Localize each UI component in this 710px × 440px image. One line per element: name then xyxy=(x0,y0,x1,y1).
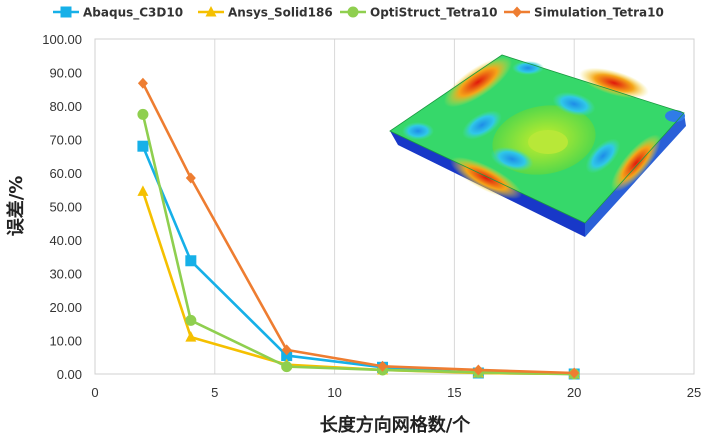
series-line xyxy=(141,191,575,376)
data-point-diamond xyxy=(377,360,388,372)
data-point-triangle xyxy=(205,6,217,17)
x-tick-label: 25 xyxy=(687,385,701,400)
legend-item: OptiStruct_Tetra10 xyxy=(340,6,498,21)
y-axis-tick-labels: 0.00 10.00 20.00 30.00 40.00 50.00 60.00 70.00 8… xyxy=(42,32,82,382)
data-point-circle xyxy=(137,108,149,120)
x-tick-label: 0 xyxy=(91,385,98,400)
plate-top-outline xyxy=(389,54,685,224)
data-point-diamond xyxy=(185,172,196,184)
y-tick-label: 10.00 xyxy=(49,334,82,349)
data-point-square xyxy=(60,6,72,18)
series-line xyxy=(141,82,575,375)
x-axis-title: 长度方向网格数/个 xyxy=(320,414,472,436)
x-tick-label: 10 xyxy=(327,385,341,400)
series-ansys-solid186 xyxy=(137,185,580,379)
data-point-diamond xyxy=(473,364,484,376)
data-point-diamond xyxy=(281,344,292,356)
y-tick-label: 30.00 xyxy=(49,267,82,282)
x-tick-label: 5 xyxy=(211,385,218,400)
legend-label: Abaqus_C3D10 xyxy=(83,6,183,21)
data-point-circle xyxy=(185,314,197,326)
x-axis-tick-labels: 0 5 10 15 20 25 xyxy=(91,385,701,400)
data-point-circle xyxy=(347,6,359,18)
legend-label: OptiStruct_Tetra10 xyxy=(370,6,498,21)
fea-plate-stress-contour xyxy=(389,54,686,237)
data-point-square xyxy=(281,350,293,362)
legend-item: Ansys_Solid186 xyxy=(198,6,333,21)
legend-label: Ansys_Solid186 xyxy=(228,6,333,21)
data-point-diamond xyxy=(512,6,522,18)
data-point-diamond xyxy=(137,77,148,89)
data-point-triangle xyxy=(137,185,149,196)
y-tick-label: 80.00 xyxy=(49,99,82,114)
data-point-circle xyxy=(281,361,293,373)
x-tick-label: 20 xyxy=(567,385,581,400)
y-tick-label: 90.00 xyxy=(49,66,82,81)
data-point-diamond xyxy=(569,367,580,379)
series-line xyxy=(141,114,575,376)
y-tick-label: 40.00 xyxy=(49,233,82,248)
y-tick-label: 20.00 xyxy=(49,300,82,315)
legend: Abaqus_C3D10 Ansys_Solid186 OptiStruct_Tet… xyxy=(53,6,664,21)
legend-item: Abaqus_C3D10 xyxy=(53,6,183,21)
y-tick-label: 0.00 xyxy=(57,367,82,382)
y-tick-label: 70.00 xyxy=(49,133,82,148)
legend-item: Simulation_Tetra10 xyxy=(504,6,664,21)
plot-area xyxy=(94,38,695,375)
y-tick-label: 60.00 xyxy=(49,166,82,181)
data-point-square xyxy=(185,255,197,267)
series-layer xyxy=(137,77,580,380)
legend-label: Simulation_Tetra10 xyxy=(534,6,664,21)
data-point-square xyxy=(137,140,149,152)
x-tick-label: 15 xyxy=(447,385,461,400)
y-tick-label: 50.00 xyxy=(49,200,82,215)
y-axis-title: 误差/% xyxy=(5,176,27,237)
data-point-triangle xyxy=(185,331,197,342)
y-tick-label: 100.00 xyxy=(42,32,82,47)
series-simulation-tetra10 xyxy=(137,77,580,379)
